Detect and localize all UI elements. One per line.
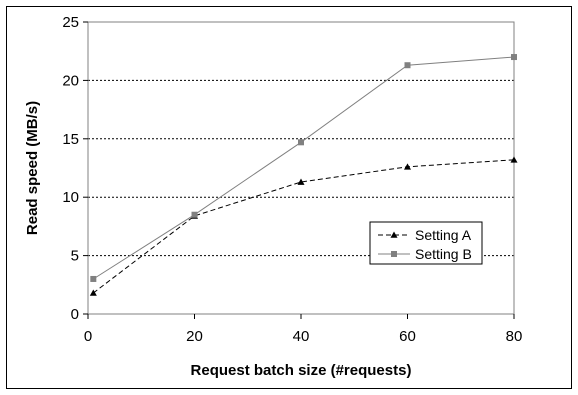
x-tick-label-60: 60	[399, 328, 416, 345]
series-1	[89, 156, 518, 296]
y-tick-label-20: 20	[62, 72, 79, 89]
y-tick-label-15: 15	[62, 131, 79, 148]
legend-marker-2	[391, 251, 397, 257]
x-tick-label-80: 80	[506, 328, 523, 345]
y-tick-label-10: 10	[62, 189, 79, 206]
series-1-point-5	[510, 156, 518, 163]
series-2	[90, 54, 517, 282]
series-1-point-3	[297, 178, 305, 185]
legend-box	[369, 221, 483, 265]
series-1-point-1	[89, 289, 97, 296]
series-1-point-4	[404, 163, 411, 170]
series-layer	[89, 54, 518, 296]
x-tick-label-0: 0	[84, 328, 92, 345]
series-2-point-3	[298, 139, 304, 146]
legend-label-1: Setting A	[415, 227, 472, 243]
y-axis-title: Read speed (MB/s)	[24, 101, 41, 235]
series-2-point-2	[191, 211, 198, 218]
legend-label-2: Setting B	[415, 246, 472, 262]
legend-marker-1	[390, 231, 398, 238]
series-2-point-1	[90, 275, 97, 282]
y-tick-label-5: 5	[71, 248, 79, 265]
y-axis-ticks: 0 5 10 15 20 25	[62, 14, 88, 323]
y-tick-label-0: 0	[71, 306, 79, 323]
series-2-point-5	[511, 54, 517, 61]
x-tick-label-40: 40	[293, 328, 310, 345]
x-axis-ticks: 0 20 40 60 80	[84, 314, 523, 345]
series-2-point-4	[404, 62, 411, 69]
series-1-line	[92, 159, 515, 294]
y-tick-label-25: 25	[62, 14, 79, 31]
x-axis-title: Request batch size (#requests)	[191, 362, 412, 379]
x-tick-label-20: 20	[186, 328, 203, 345]
gridlines	[88, 79, 514, 257]
legend: Setting A Setting B	[369, 221, 483, 265]
